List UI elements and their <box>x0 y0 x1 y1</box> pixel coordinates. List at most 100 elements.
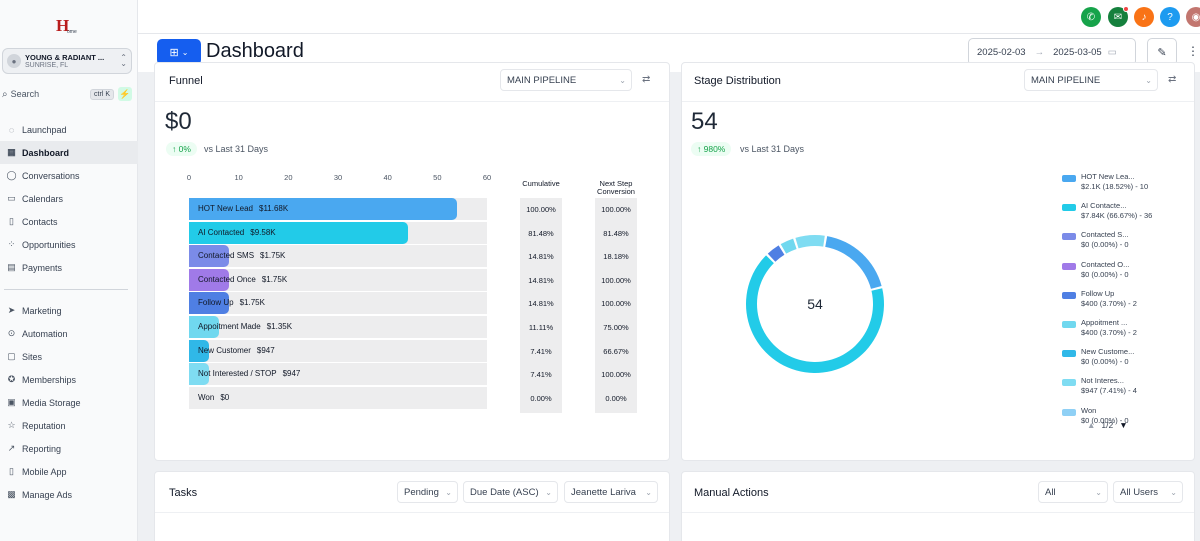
tasks-user-select[interactable]: Jeanette Lariva ⌄ <box>564 481 658 503</box>
funnel-bar[interactable] <box>189 316 219 338</box>
legend-item[interactable]: HOT New Lea... $2.1K (18.52%) - 10 <box>1062 172 1162 196</box>
chevron-updown-icon: ⌃ ⌄ <box>120 53 127 68</box>
funnel-row: New Customer $947 <box>189 339 487 362</box>
more-options-icon[interactable]: ⋮ <box>1187 44 1199 58</box>
funnel-bar-label: New Customer $947 <box>198 346 275 355</box>
legend-item[interactable]: Not Interes... $947 (7.41%) - 4 <box>1062 376 1162 400</box>
cumulative-value: 7.41% <box>530 346 552 356</box>
sidebar-item-payments[interactable]: ▤ Payments <box>0 256 138 279</box>
legend-value: $400 (3.70%) - 2 <box>1081 298 1137 308</box>
help-icon[interactable]: ? <box>1160 7 1180 27</box>
sidebar-item-label: Manage Ads <box>22 489 73 500</box>
funnel-bar-label: HOT New Lead $11.68K <box>198 204 288 213</box>
funnel-bar[interactable] <box>189 268 229 291</box>
swap-icon[interactable]: ⇄ <box>1168 74 1177 85</box>
tasks-sort-select[interactable]: Due Date (ASC) ⌄ <box>463 481 558 503</box>
sidebar-search[interactable]: ⌕ Search ctrl K ⚡ <box>2 86 132 102</box>
next-step-value: 100.00% <box>601 299 631 309</box>
legend-item[interactable]: Contacted S... $0 (0.00%) - 0 <box>1062 230 1162 254</box>
sidebar-item-reputation[interactable]: ☆ Reputation <box>0 414 138 437</box>
sidebar-item-mobile-app[interactable]: ▯ Mobile App <box>0 460 138 483</box>
company-logo[interactable]: H ome <box>54 14 80 36</box>
sidebar-item-label: Dashboard <box>22 147 70 158</box>
swap-icon[interactable]: ⇄ <box>642 74 651 85</box>
legend-item[interactable]: Contacted O... $0 (0.00%) - 0 <box>1062 260 1162 284</box>
legend-item[interactable]: Follow Up $400 (3.70%) - 2 <box>1062 289 1162 313</box>
phone-icon[interactable]: ✆ <box>1081 7 1101 27</box>
donut-slice[interactable] <box>767 245 785 262</box>
funnel-row: Won $0 <box>189 386 487 409</box>
chevron-down-icon: ⌄ <box>1170 487 1177 497</box>
dashboard-switcher-button[interactable]: ⊞ ⌄ <box>157 39 201 65</box>
funnel-bar[interactable] <box>189 363 209 386</box>
cumulative-value: 0.00% <box>530 393 552 403</box>
chat-icon: ◯ <box>6 170 17 180</box>
triangle-up-icon[interactable]: ▲ <box>1087 420 1096 430</box>
funnel-stage-amount: $1.75K <box>260 251 286 261</box>
sidebar-item-conversations[interactable]: ◯ Conversations <box>0 164 138 187</box>
next-step-value: 66.67% <box>603 346 629 356</box>
rocket-icon: ◌ <box>8 124 15 135</box>
sidebar-item-contacts[interactable]: ▯ Contacts <box>0 210 138 233</box>
funnel-pipeline-select[interactable]: MAIN PIPELINE ⌄ <box>500 69 632 91</box>
donut-slice[interactable] <box>825 236 882 289</box>
donut-slice[interactable] <box>780 238 797 254</box>
manual-type-select[interactable]: All ⌄ <box>1038 481 1108 503</box>
sidebar-item-opportunities[interactable]: ⁘ Opportunities <box>0 233 138 256</box>
triangle-down-icon[interactable]: ▼ <box>1119 420 1128 430</box>
bell-icon[interactable]: ♪ <box>1134 7 1154 27</box>
sidebar-item-memberships[interactable]: ✪ Memberships <box>0 368 138 391</box>
donut-center-label: 54 <box>807 296 823 312</box>
manual-users-select[interactable]: All Users ⌄ <box>1113 481 1183 503</box>
location-name: YOUNG & RADIANT ... <box>25 53 105 62</box>
sidebar-item-reporting[interactable]: ↗ Reporting <box>0 437 138 460</box>
funnel-bar-label: Won $0 <box>198 393 229 402</box>
funnel-bar[interactable] <box>189 245 229 268</box>
stage-compare-text: vs Last 31 Days <box>740 144 805 154</box>
legend-item[interactable]: Won $0 (0.00%) - 0 <box>1062 406 1162 430</box>
funnel-bar[interactable] <box>189 339 209 362</box>
sidebar-item-marketing[interactable]: ➤ Marketing <box>0 299 138 322</box>
sidebar-item-sites[interactable]: ▢ Sites <box>0 345 138 368</box>
legend-item[interactable]: New Custome... $0 (0.00%) - 0 <box>1062 347 1162 371</box>
legend-value: $400 (3.70%) - 2 <box>1081 328 1137 337</box>
legend-item[interactable]: AI Contacte... $7.84K (66.67%) - 36 <box>1062 201 1162 225</box>
legend-swatch <box>1062 379 1076 387</box>
sidebar-item-calendars[interactable]: ▭ Calendars <box>0 187 138 210</box>
funnel-bar[interactable] <box>189 292 229 315</box>
donut-slice[interactable] <box>795 235 825 249</box>
search-icon: ⌕ <box>2 88 8 100</box>
megaphone-icon[interactable]: ✉ <box>1108 6 1129 27</box>
date-end: 2025-03-05 <box>1053 46 1102 58</box>
sidebar-item-launchpad[interactable]: ◌ Launchpad <box>0 118 138 141</box>
chevron-down-icon: ⌄ <box>645 487 652 497</box>
select-value: MAIN PIPELINE <box>507 74 577 86</box>
funnel-axis-tick: 50 <box>433 173 442 182</box>
legend-value: $2.1K (18.52%) - 10 <box>1081 182 1149 191</box>
stage-donut-chart: 54 <box>746 235 884 373</box>
sidebar-item-dashboard[interactable]: ▦ Dashboard <box>0 141 138 164</box>
tasks-status-select[interactable]: Pending ⌄ <box>397 481 458 503</box>
legend-swatch <box>1062 204 1076 212</box>
stage-pipeline-select[interactable]: MAIN PIPELINE ⌄ <box>1024 69 1158 91</box>
quick-action-bolt-icon[interactable]: ⚡ <box>118 87 132 101</box>
sidebar-item-label: Reporting <box>22 443 62 454</box>
sidebar-nav-secondary: ➤ Marketing ⊙ Automation ▢ Sites ✪ Membe… <box>0 299 138 506</box>
chevron-down-icon: ⌄ <box>545 487 552 497</box>
next-step-value: 100.00% <box>601 370 631 380</box>
location-switcher[interactable]: ● YOUNG & RADIANT ... SUNRISE, FL ⌃ ⌄ <box>2 48 132 74</box>
sidebar-item-automation[interactable]: ⊙ Automation <box>0 322 138 345</box>
sidebar-item-manage-ads[interactable]: ▩ Manage Ads <box>0 483 138 506</box>
sidebar-item-media-storage[interactable]: ▣ Media Storage <box>0 391 138 414</box>
legend-label: Contacted S... <box>1081 230 1129 240</box>
funnel-axis-tick: 60 <box>482 173 492 182</box>
funnel-axis-tick: 30 <box>333 173 343 182</box>
donut-slice[interactable] <box>746 255 884 373</box>
funnel-bar[interactable] <box>189 221 408 244</box>
funnel-title: Funnel <box>169 75 203 87</box>
legend-swatch <box>1062 321 1076 328</box>
legend-item[interactable]: Appoitment ... $400 (3.70%) - 2 <box>1062 318 1162 342</box>
funnel-bar[interactable] <box>189 198 458 220</box>
funnel-axis-tick: 40 <box>383 173 392 182</box>
user-avatar-icon[interactable]: ◉ <box>1186 7 1200 27</box>
